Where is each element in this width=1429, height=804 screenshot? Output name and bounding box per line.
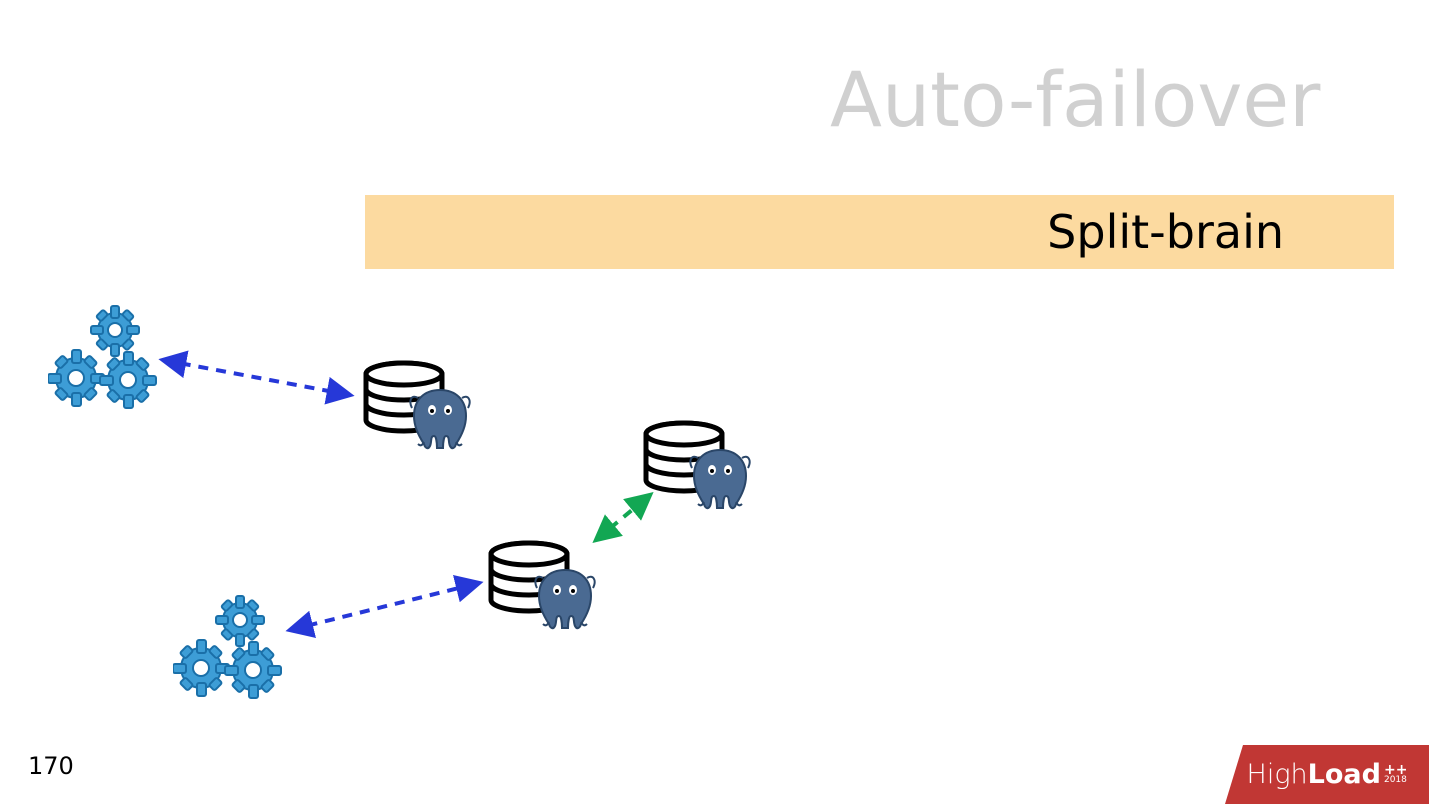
page-title: Auto-failover (830, 55, 1320, 144)
highload-logo: HighLoad ++ 2018 (1225, 745, 1429, 804)
gears-icon-1 (48, 305, 163, 419)
page-number-text: 170 (28, 752, 74, 780)
db-postgres-icon-3 (487, 540, 597, 639)
page-number: 170 (28, 752, 74, 780)
title-text: Auto-failover (830, 55, 1320, 144)
db-postgres-icon-2 (642, 420, 752, 519)
logo-load: Load (1308, 759, 1381, 790)
db-postgres-icon-1 (362, 360, 472, 459)
logo-year: 2018 (1384, 777, 1407, 784)
subtitle-text: Split-brain (1047, 205, 1284, 259)
arrow-gears1-db1 (163, 360, 350, 395)
arrow-gears2-db3 (290, 583, 479, 630)
gears-icon-2 (173, 595, 288, 709)
subtitle-band: Split-brain (365, 195, 1394, 269)
logo-high: High (1247, 759, 1308, 790)
